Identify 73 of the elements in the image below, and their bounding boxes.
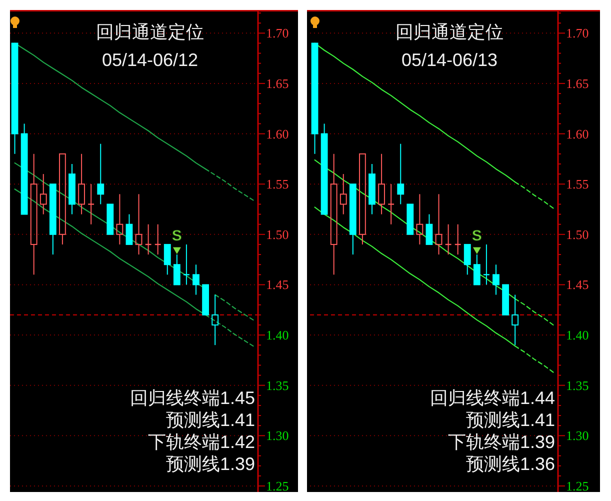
y-tick-label: 1.60 [266,126,289,142]
candlestick [388,184,395,225]
text: 回归通道定位 [396,22,504,42]
candlestick [330,153,338,276]
candlestick [106,204,114,235]
annotation: 预测线1.41 [166,410,255,430]
candlestick [30,153,38,276]
candlestick [406,204,414,235]
text: 回归通道定位 [96,22,204,42]
candlestick [126,214,133,245]
candlestick [464,244,471,276]
y-tick-label: 1.50 [266,226,289,242]
y-tick-label: 1.70 [266,26,289,41]
candlestick [473,254,480,286]
y-tick-label: 1.25 [566,478,589,494]
y-tick-label: 1.40 [266,328,289,343]
candlestick [502,284,509,316]
candlestick [164,244,171,276]
candlestick [368,163,376,215]
candlestick [11,42,18,154]
candlestick [512,294,519,346]
candlestick [311,42,318,154]
annotation: 回归线终端1.45 [130,388,255,408]
y-tick-label: 1.30 [266,428,289,444]
candlestick [97,143,104,205]
annotation: 预测线1.41 [466,410,555,430]
candlestick [173,254,180,286]
text: 05/14-06/13 [401,50,498,70]
candlestick [116,194,124,245]
y-tick-label: 1.55 [266,176,289,192]
candlestick [68,163,76,215]
candlestick [20,123,28,215]
y-tick-label: 1.35 [566,378,589,393]
candlestick [202,284,209,316]
y-tick-label: 1.35 [266,378,289,393]
candlestick [426,214,433,245]
line-series [214,294,254,320]
y-tick-label: 1.40 [566,328,589,343]
candlestick [359,153,366,245]
candlestick [49,184,56,256]
y-tick-label: 1.45 [266,277,289,292]
candlestick [378,153,385,215]
candlestick [349,184,356,256]
annotation: 下轨终端1.42 [148,432,255,452]
y-tick-label: 1.50 [566,226,589,242]
y-tick-label: 1.65 [266,76,289,91]
candlestick [40,174,47,215]
candlestick [340,174,347,215]
annotation: 预测线1.39 [166,454,255,474]
annotation: 下轨终端1.39 [448,432,555,452]
y-tick-label: 1.70 [566,26,589,41]
candlestick [192,264,200,296]
candlestick [212,294,219,346]
y-tick-label: 1.25 [266,478,289,494]
candlestick [435,194,442,256]
y-tick-label: 1.55 [566,176,589,192]
candlestick [416,194,424,245]
text: 05/14-06/12 [102,50,198,70]
series-label: S [172,227,182,244]
candlestick [135,194,142,256]
y-tick-label: 1.30 [566,428,589,444]
candlestick [78,153,85,215]
series-label: S [472,227,482,244]
annotation: 预测线1.36 [466,454,555,474]
annotation: 回归线终端1.44 [430,388,555,408]
y-tick-label: 1.65 [566,76,589,91]
candlestick [397,143,404,205]
candlestick [88,184,95,225]
y-tick-label: 1.45 [566,277,589,292]
candlestick [59,153,66,245]
candlestick [320,123,328,215]
candlestick [492,264,500,296]
y-tick-label: 1.60 [566,126,589,142]
